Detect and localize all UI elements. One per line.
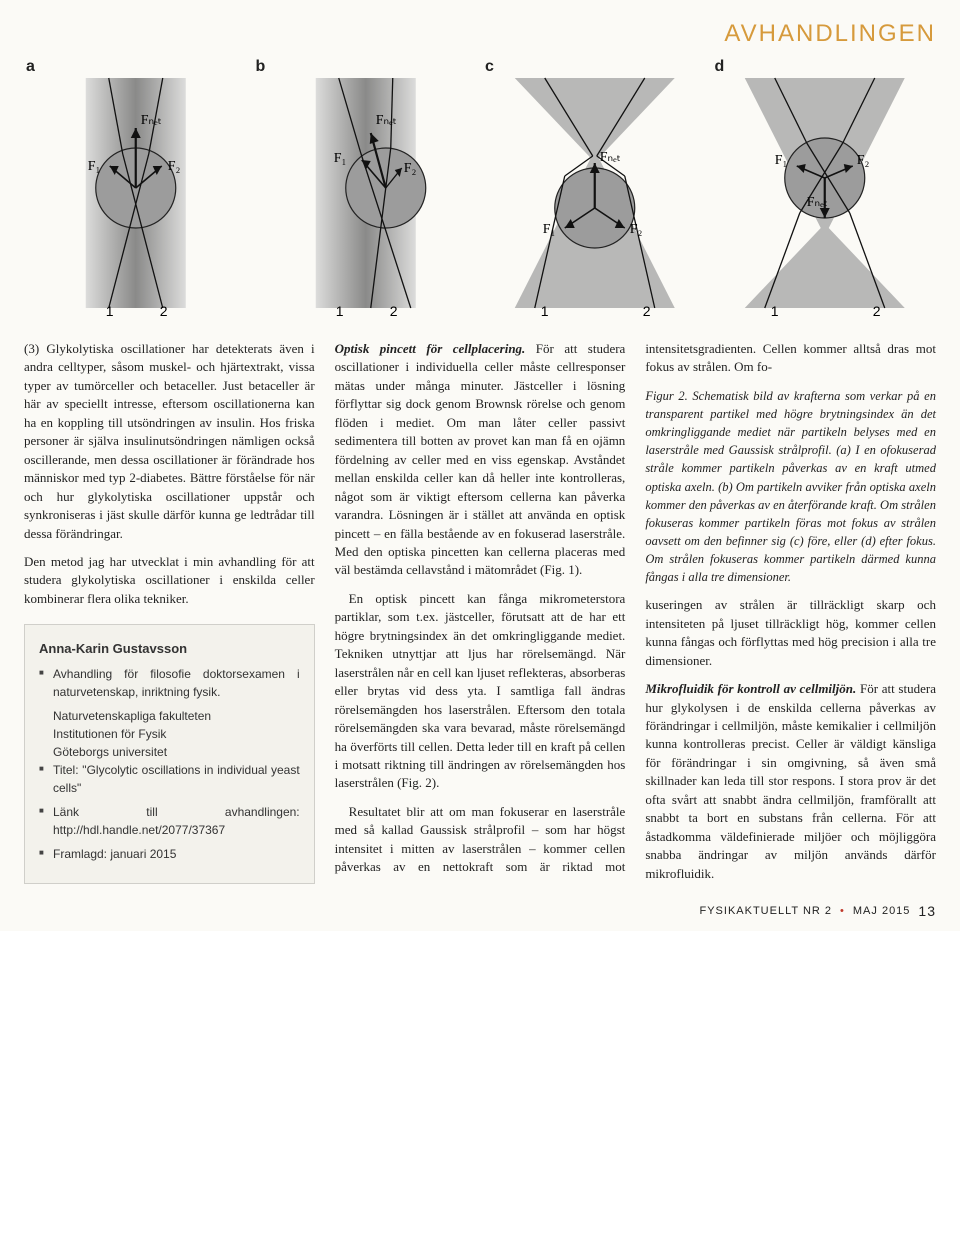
panel-svg: F₁ F₂ Fₙₑₜ 1 2 xyxy=(254,58,478,318)
panel-svg: F₁ F₂ Fₙₑₜ 1 2 xyxy=(713,58,937,318)
info-item: Framlagd: januari 2015 xyxy=(39,845,300,863)
run-in-heading: Mikrofluidik för kontroll av cellmiljön. xyxy=(645,681,856,696)
panel-label: b xyxy=(256,58,266,76)
info-item: Avhandling för filosofie doktorsexamen i… xyxy=(39,665,300,701)
page-number: 13 xyxy=(918,903,936,919)
author-name: Anna-Karin Gustavsson xyxy=(39,639,300,659)
svg-text:F₁: F₁ xyxy=(333,151,346,166)
figure-panel-c: c F₁ F₂ Fₙₑₜ 1 2 xyxy=(483,58,707,318)
panel-label: d xyxy=(715,58,725,76)
svg-text:F₂: F₂ xyxy=(856,153,869,168)
svg-text:Fₙₑₜ: Fₙₑₜ xyxy=(806,195,827,210)
info-subline: Institutionen för Fysik xyxy=(39,725,300,743)
info-item: Titel: "Glycolytic oscillations in indiv… xyxy=(39,761,300,797)
page-footer: FYSIKAKTUELLT NR 2 • MAJ 2015 13 xyxy=(24,903,936,919)
figure-2: a F₁ F₂ Fₙₑₜ xyxy=(24,58,936,318)
svg-text:F₁: F₁ xyxy=(774,153,787,168)
article-body: (3) Glykolytiska oscillationer har detek… xyxy=(24,340,936,885)
panel-svg: F₁ F₂ Fₙₑₜ 1 2 xyxy=(483,58,707,318)
svg-text:1: 1 xyxy=(335,303,343,318)
panel-svg: F₁ F₂ Fₙₑₜ 1 2 xyxy=(24,58,248,318)
figure-panel-d: d F₁ F₂ Fₙₑₜ 1 2 xyxy=(713,58,937,318)
para: (3) Glykolytiska oscillationer har detek… xyxy=(24,340,315,543)
para: Mikrofluidik för kontroll av cellmiljön.… xyxy=(645,680,936,883)
figure-panel-b: b F₁ F₂ Fₙₑₜ 1 2 xyxy=(254,58,478,318)
thesis-info-box: Anna-Karin Gustavsson Avhandling för fil… xyxy=(24,624,315,884)
para: Optisk pincett för cellplacering. För at… xyxy=(335,340,626,580)
run-in-heading: Optisk pincett för cellplacering. xyxy=(335,341,526,356)
label-fnet: Fₙₑₜ xyxy=(141,113,162,128)
beam-num-2: 2 xyxy=(160,303,168,318)
info-item: Länk till avhandlingen: http://hdl.handl… xyxy=(39,803,300,839)
para: En optisk pincett kan fånga mikrometerst… xyxy=(335,590,626,793)
svg-text:2: 2 xyxy=(643,303,651,318)
footer-magazine: FYSIKAKTUELLT NR 2 xyxy=(700,905,833,917)
svg-text:Fₙₑₜ: Fₙₑₜ xyxy=(375,113,396,128)
label-f2: F₂ xyxy=(168,159,181,174)
bullet-icon: • xyxy=(840,905,845,917)
beam-num-1: 1 xyxy=(106,303,114,318)
svg-text:2: 2 xyxy=(389,303,397,318)
figure-panel-a: a F₁ F₂ Fₙₑₜ xyxy=(24,58,248,318)
label-f1: F₁ xyxy=(88,159,101,174)
info-subline: Göteborgs universitet xyxy=(39,743,300,761)
svg-text:F₁: F₁ xyxy=(543,222,556,237)
section-title: AVHANDLINGEN xyxy=(724,20,936,47)
info-subline: Naturvetenskapliga fakulteten xyxy=(39,707,300,725)
para: Den metod jag har utvecklat i min avhand… xyxy=(24,553,315,608)
para: kuseringen av strålen är tillräckligt sk… xyxy=(645,596,936,670)
panel-label: a xyxy=(26,58,35,76)
footer-date: MAJ 2015 xyxy=(853,905,911,917)
svg-text:1: 1 xyxy=(541,303,549,318)
svg-text:Fₙₑₜ: Fₙₑₜ xyxy=(600,150,621,165)
figure-caption: Figur 2. Schematisk bild av krafterna so… xyxy=(645,387,936,586)
header-bar: AVHANDLINGEN xyxy=(24,20,936,48)
svg-text:1: 1 xyxy=(770,303,778,318)
panel-label: c xyxy=(485,58,494,76)
svg-text:2: 2 xyxy=(872,303,880,318)
svg-text:F₂: F₂ xyxy=(403,161,416,176)
svg-text:F₂: F₂ xyxy=(630,222,643,237)
